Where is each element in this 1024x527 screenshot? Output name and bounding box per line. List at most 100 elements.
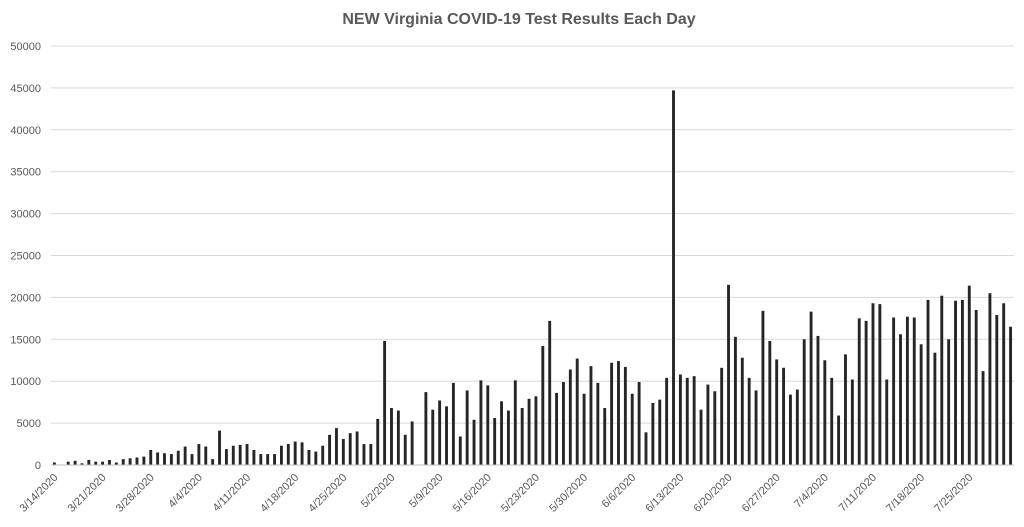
bar — [885, 379, 889, 465]
y-tick-label: 20000 — [10, 292, 41, 304]
x-tick-label: 5/16/2020 — [451, 472, 494, 515]
bar — [479, 380, 483, 465]
bar — [273, 454, 276, 465]
x-tick-label: 5/23/2020 — [499, 472, 542, 515]
bar — [912, 317, 916, 465]
bar — [245, 444, 249, 465]
bar — [231, 445, 235, 465]
bar — [630, 393, 634, 465]
bar — [947, 339, 951, 465]
bar — [740, 357, 744, 465]
bar — [176, 450, 180, 465]
bar — [747, 377, 751, 465]
bar — [163, 453, 166, 465]
bar — [458, 436, 462, 465]
bar — [87, 459, 91, 465]
bar — [988, 293, 992, 465]
x-tick-label: 6/6/2020 — [600, 472, 639, 511]
bar — [472, 419, 476, 465]
y-tick-label: 35000 — [10, 167, 41, 179]
x-tick-label: 6/20/2020 — [692, 472, 735, 515]
gridlines — [51, 45, 1014, 424]
bar — [844, 354, 847, 465]
bar — [135, 457, 139, 465]
x-tick-label: 5/2/2020 — [359, 472, 398, 511]
bar — [362, 444, 366, 465]
bar — [644, 432, 648, 465]
y-tick-label: 30000 — [10, 209, 41, 221]
bar — [493, 418, 497, 465]
bar — [761, 310, 765, 465]
bar — [128, 458, 132, 465]
bar — [967, 285, 971, 465]
bar — [603, 408, 607, 465]
bar — [699, 409, 703, 465]
bar — [369, 444, 373, 465]
x-tick-label: 4/18/2020 — [258, 472, 301, 515]
x-tick-label: 4/11/2020 — [211, 472, 254, 515]
x-tick-label: 5/9/2020 — [407, 472, 446, 511]
bar — [850, 379, 854, 465]
bar — [617, 361, 620, 465]
bar — [293, 441, 297, 465]
bar — [933, 352, 937, 465]
bar — [266, 454, 270, 465]
bar — [981, 371, 985, 465]
bar — [121, 459, 125, 465]
chart-title: NEW Virginia COVID-19 Test Results Each … — [342, 11, 695, 28]
bar — [314, 451, 318, 465]
bar — [582, 393, 586, 465]
bar — [286, 444, 290, 465]
bar — [424, 392, 428, 465]
y-tick-label: 10000 — [10, 376, 41, 388]
bar — [974, 309, 978, 465]
bar — [789, 394, 792, 465]
bar — [919, 344, 923, 465]
bar — [685, 377, 689, 465]
bar — [486, 385, 490, 465]
bar — [341, 439, 345, 465]
bar — [637, 382, 641, 465]
x-tick-label: 4/4/2020 — [166, 472, 205, 511]
bar — [623, 366, 627, 465]
bar — [390, 408, 393, 465]
bar — [348, 433, 352, 465]
bar — [555, 392, 559, 465]
bar — [527, 398, 531, 465]
bar — [355, 431, 359, 465]
bar — [328, 434, 332, 465]
bar — [101, 461, 105, 465]
bar — [720, 367, 724, 465]
bar — [995, 315, 999, 465]
bar — [857, 318, 861, 465]
bar — [541, 346, 545, 465]
bar — [335, 428, 338, 465]
bar — [224, 449, 228, 465]
bar — [403, 434, 407, 465]
bar — [651, 402, 655, 465]
bar — [809, 311, 813, 465]
bar — [300, 442, 304, 465]
bar — [672, 90, 675, 465]
bar — [878, 304, 882, 465]
bar — [658, 399, 662, 465]
y-tick-label: 40000 — [10, 125, 41, 137]
y-tick-label: 0 — [35, 460, 41, 472]
bar — [465, 390, 469, 465]
bar — [775, 359, 779, 465]
bar — [114, 462, 118, 465]
bar — [706, 384, 710, 465]
bar — [960, 299, 964, 465]
bar — [905, 316, 909, 465]
x-tick-label: 6/13/2020 — [643, 472, 686, 515]
x-tick-label: 5/30/2020 — [547, 472, 590, 515]
x-tick-label: 7/4/2020 — [792, 472, 831, 511]
bar — [307, 449, 311, 465]
bar — [513, 380, 517, 465]
bar — [1009, 326, 1013, 465]
bar — [926, 299, 930, 465]
bar — [211, 459, 215, 465]
bar — [383, 340, 387, 465]
bar — [183, 446, 187, 465]
bar — [204, 446, 208, 465]
